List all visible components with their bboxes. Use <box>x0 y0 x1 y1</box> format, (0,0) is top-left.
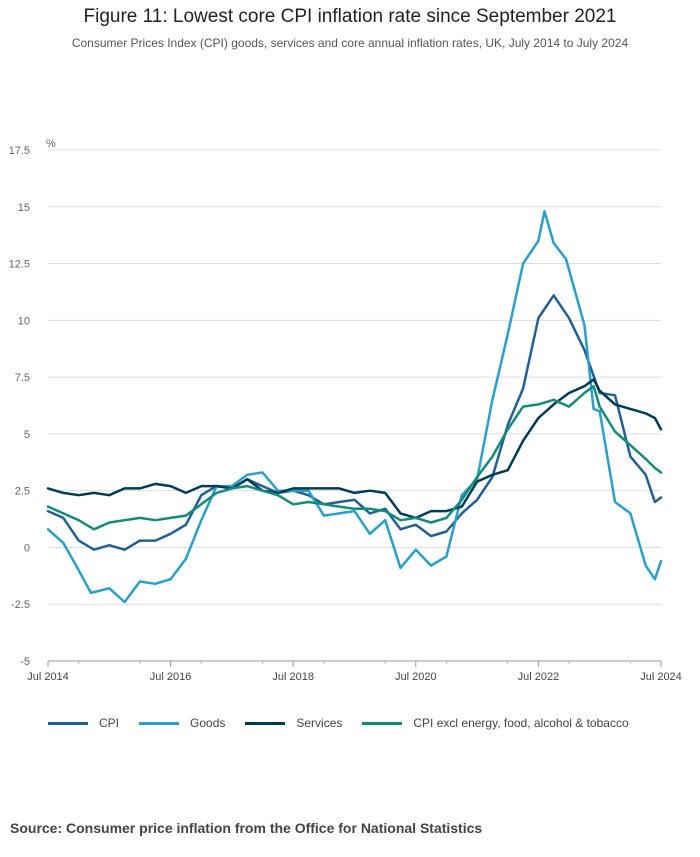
series-line-3[interactable] <box>46 384 663 531</box>
legend-label: CPI excl energy, food, alcohol & tobacco <box>413 716 629 730</box>
legend-swatch <box>139 721 180 725</box>
legend-label: Goods <box>190 716 226 730</box>
chart-subtitle: Consumer Prices Index (CPI) goods, servi… <box>71 36 629 50</box>
legend-item-3[interactable]: CPI excl energy, food, alcohol & tobacco <box>362 716 629 730</box>
legend-item-0[interactable]: CPI <box>48 716 119 730</box>
y-tick-label: -2.5 <box>11 599 30 611</box>
y-tick-label: 2.5 <box>15 486 30 498</box>
y-tick-label: 12.5 <box>9 259 30 271</box>
y-tick-label: 17.5 <box>9 145 30 157</box>
chart-legend: CPI Goods Services CPI excl energy, food, a… <box>48 716 649 730</box>
legend-label: Services <box>296 716 343 730</box>
y-tick-label: 7.5 <box>15 372 30 384</box>
x-tick-label: Jul 2022 <box>518 671 560 683</box>
x-tick-label: Jul 2018 <box>272 671 314 683</box>
legend-swatch <box>48 721 88 725</box>
series-line-1[interactable] <box>46 210 663 604</box>
axes: -5 -2.5 0 2.5 5 7.5 10 12.5 15 17.5 Jul 2014 Jul 20… <box>9 145 682 683</box>
series-line-0[interactable] <box>46 294 663 551</box>
y-tick-label: -5 <box>20 656 30 668</box>
x-tick-label: Jul 2014 <box>27 671 69 683</box>
series-line-2[interactable] <box>46 378 663 520</box>
series-lines <box>46 210 663 604</box>
y-tick-label: 5 <box>24 429 30 441</box>
source-note: Source: Consumer price inflation from th… <box>10 820 483 836</box>
legend-swatch <box>362 721 403 725</box>
legend-item-1[interactable]: Goods <box>139 716 225 730</box>
x-tick-label: Jul 2016 <box>150 671 192 683</box>
grid-lines <box>48 149 661 605</box>
y-axis-unit-label: % <box>46 138 56 150</box>
x-tick-label: Jul 2024 <box>640 671 682 683</box>
chart-title: Figure 11: Lowest core CPI inflation rat… <box>83 6 617 27</box>
x-tick-label: Jul 2020 <box>395 671 437 683</box>
y-tick-label: 10 <box>18 315 30 327</box>
y-tick-label: 15 <box>18 202 30 214</box>
legend-label: CPI <box>99 716 120 730</box>
legend-swatch <box>245 721 286 725</box>
legend-item-2[interactable]: Services <box>245 716 342 730</box>
y-tick-label: 0 <box>24 542 30 554</box>
